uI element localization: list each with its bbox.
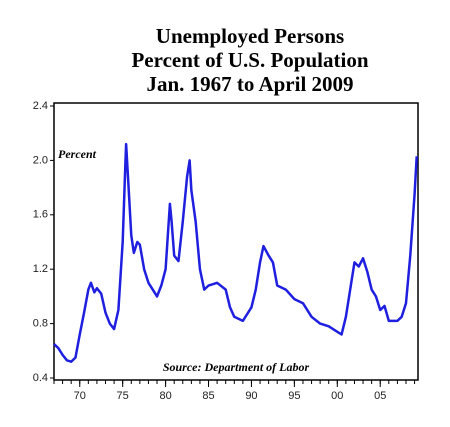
y-tick-label: 0.8 [33,318,48,330]
x-tick-label: 00 [331,390,343,402]
x-tick-label: 85 [202,390,214,402]
x-tick-label: 75 [117,390,129,402]
y-tick-label: 1.2 [33,263,48,275]
x-tick-label: 95 [288,390,300,402]
x-tick-label: 90 [245,390,257,402]
x-tick-label: 70 [74,390,86,402]
y-tick-label: 0.4 [33,372,48,384]
y-tick-label: 2.0 [33,154,48,166]
y-tick-label: 2.4 [33,100,48,112]
y-axis-label: Percent [58,147,97,161]
data-line [53,142,418,363]
x-tick-label: 80 [159,390,171,402]
plot-frame [53,102,419,381]
source-note: Source: Department of Labor [163,360,310,374]
y-tick-label: 1.6 [33,209,48,221]
chart-title: Percent of U.S. Population [131,48,368,72]
chart-title: Jan. 1967 to April 2009 [146,72,353,96]
chart-title: Unemployed Persons [156,24,344,48]
x-tick-label: 05 [374,390,386,402]
